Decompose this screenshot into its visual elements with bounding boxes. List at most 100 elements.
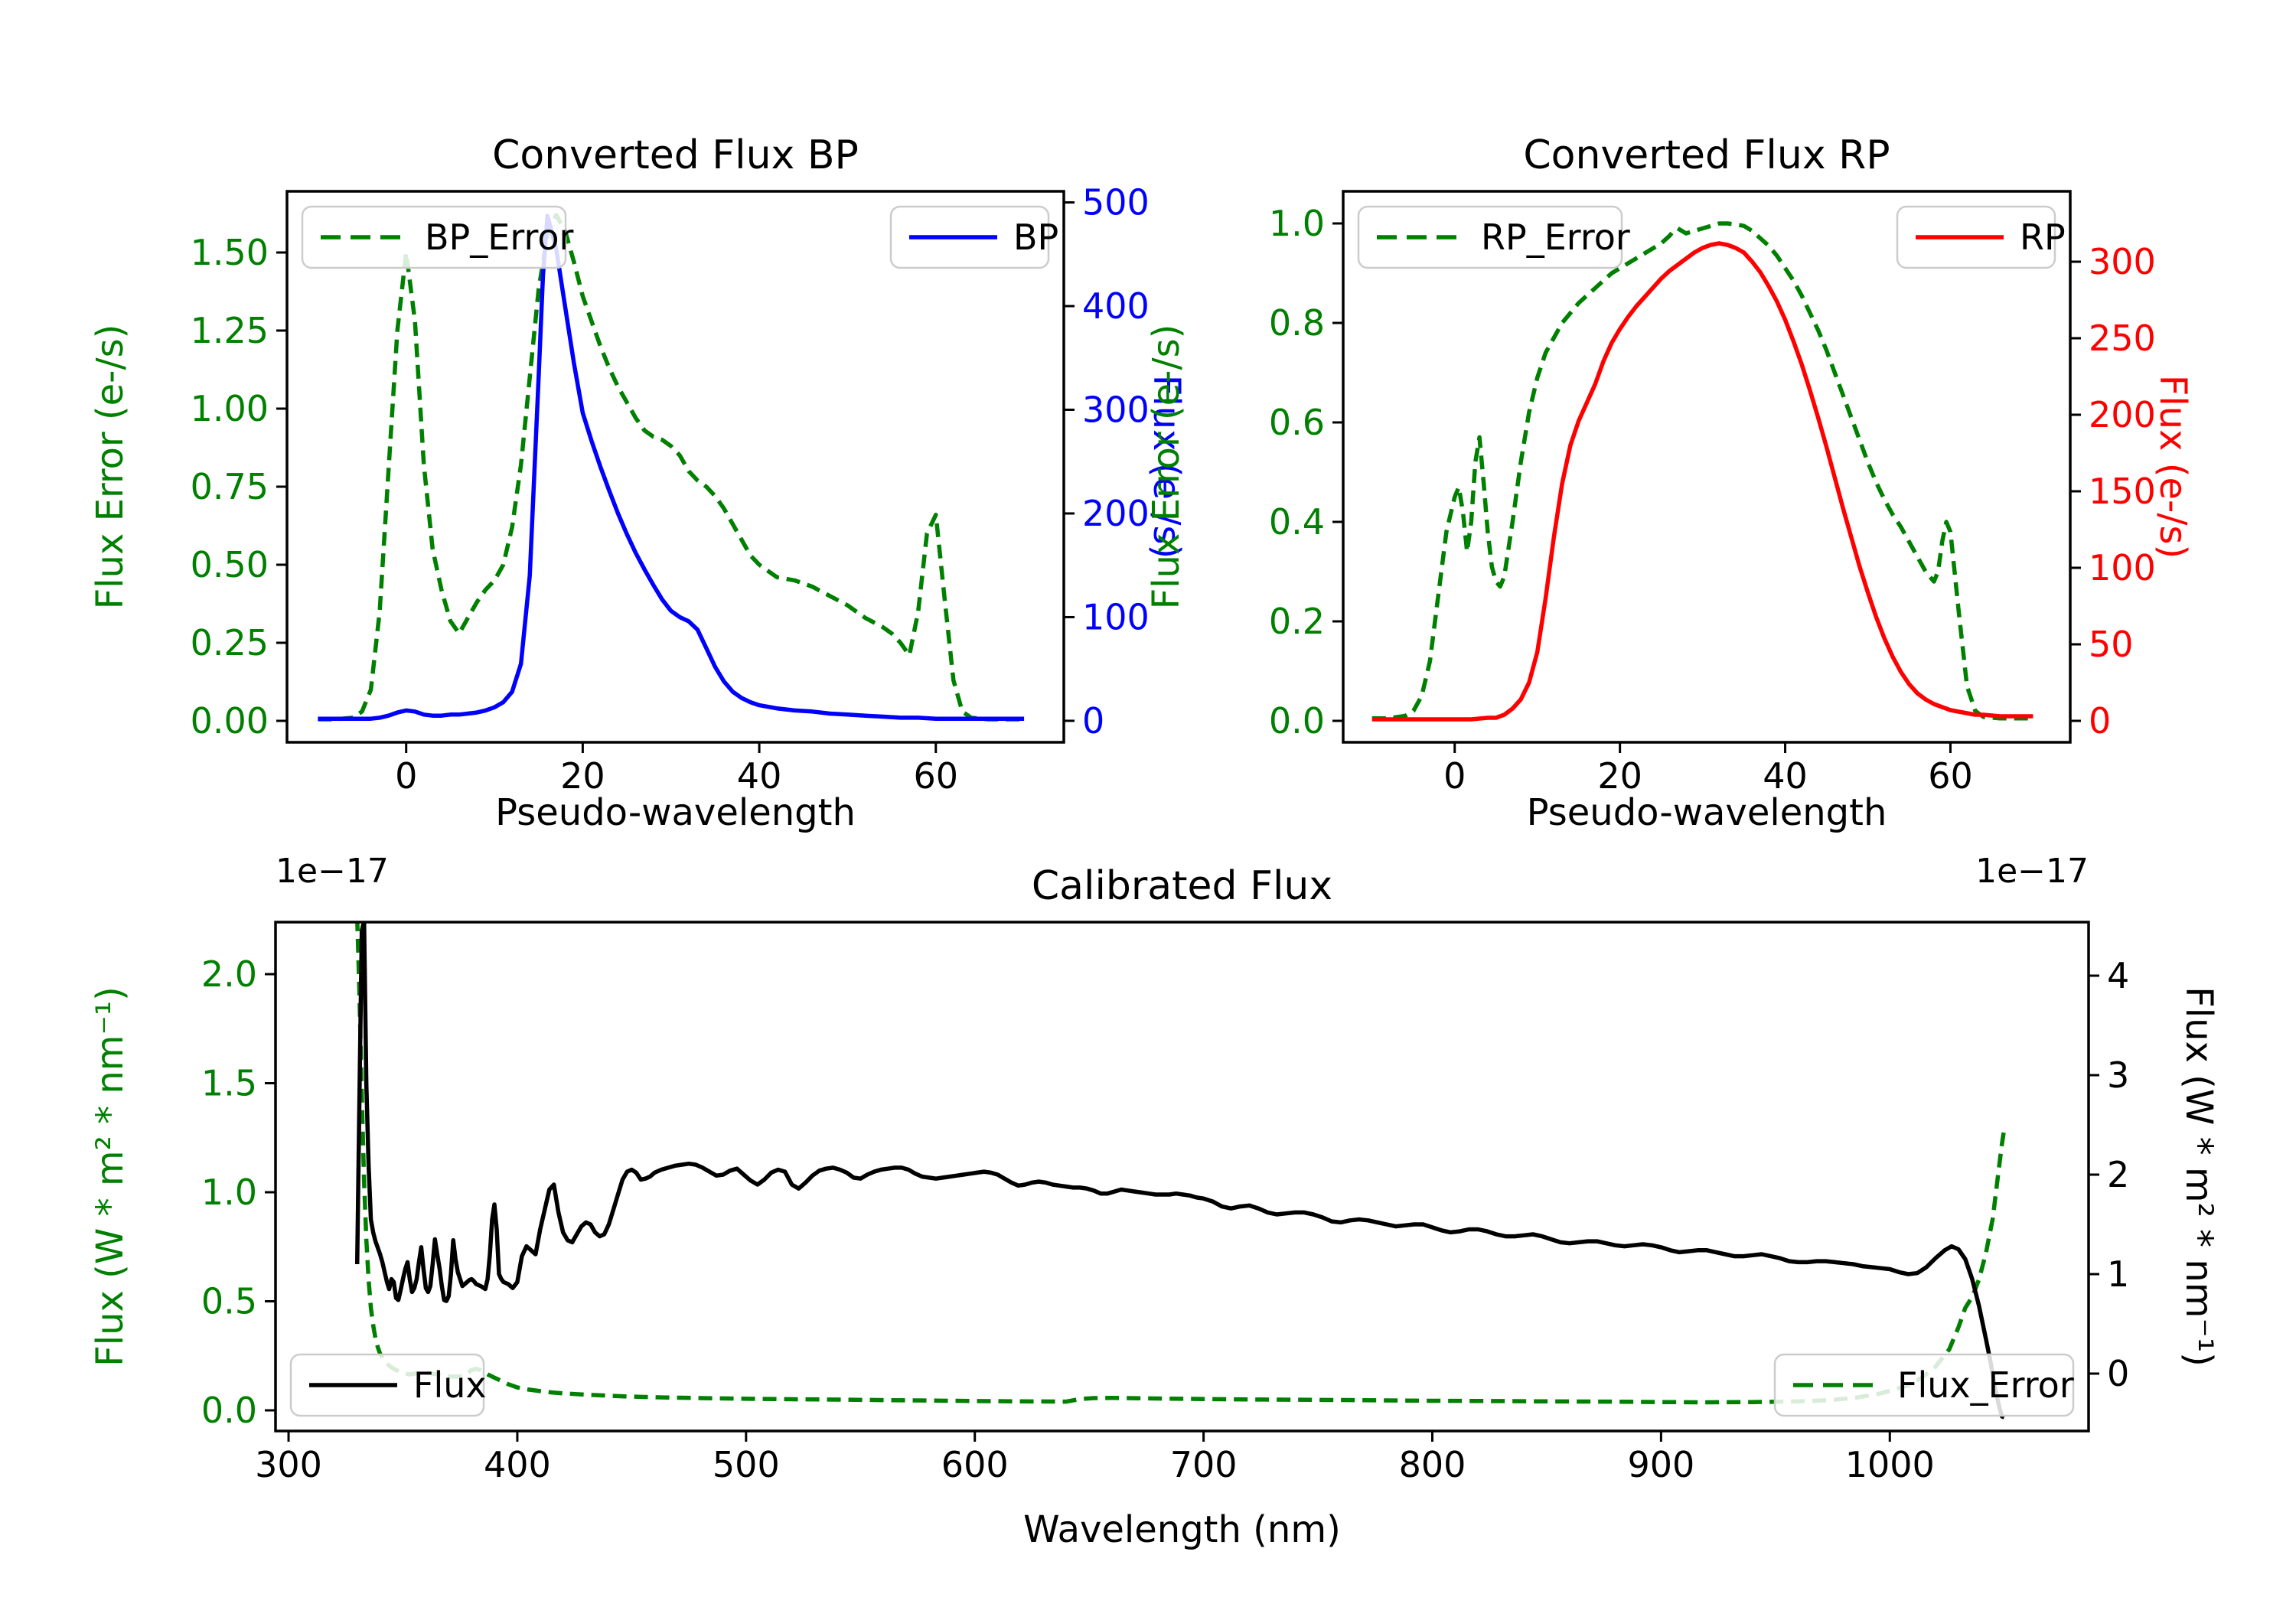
- cal-title: Calibrated Flux: [1032, 863, 1332, 909]
- rp-xlabel: Pseudo-wavelength: [1527, 791, 1887, 834]
- x-tick-label: 1000: [1845, 1444, 1935, 1485]
- cal-left-offset-text: 1e−17: [276, 852, 389, 891]
- x-tick-label: 60: [1928, 755, 1973, 797]
- cal-right-offset-text: 1e−17: [1975, 852, 2089, 891]
- y-tick-label: 0.0: [1269, 700, 1325, 742]
- bp-error-line: [318, 213, 1025, 722]
- y-tick-label: 200: [2089, 394, 2156, 435]
- bp-xlabel: Pseudo-wavelength: [495, 791, 856, 834]
- y-tick-label: 4: [2107, 955, 2129, 996]
- y-tick-label: 3: [2107, 1054, 2129, 1096]
- bp-x-ticks: 0 20 40 60: [395, 742, 958, 797]
- y-tick-label: 100: [2089, 547, 2156, 588]
- cal-right-ticks: 0 1 2 3 4: [2089, 955, 2129, 1394]
- rp-ylabel-right: Flux (e-/s): [2151, 375, 2194, 559]
- bp-ylabel-right: Flux (e-/s): [1145, 375, 1188, 559]
- y-tick-label: 0.75: [191, 466, 269, 507]
- legend-box: [1357, 205, 1623, 269]
- cal-spines: [274, 921, 2090, 1433]
- y-tick-label: 0.6: [1269, 402, 1325, 443]
- x-tick-label: 800: [1399, 1444, 1466, 1485]
- rp-series: [1371, 221, 2033, 722]
- cal-x-ticks: 300 400 500 600 700 800 900 1000: [255, 1431, 1935, 1485]
- cal-xlabel: Wavelength (nm): [1023, 1508, 1341, 1551]
- y-tick-label: 1.50: [191, 232, 269, 273]
- bp-spines: [285, 190, 1065, 744]
- rp-right-ticks: 0 50 100 150 200 250 300: [2070, 241, 2156, 742]
- cal-left-ticks: 0.0 0.5 1.0 1.5 2.0: [201, 953, 276, 1431]
- bp-legend-bp: BP: [889, 205, 1058, 269]
- x-tick-label: 60: [913, 755, 958, 797]
- y-tick-label: 1.25: [191, 310, 269, 351]
- x-tick-label: 40: [737, 755, 782, 797]
- x-tick-label: 900: [1627, 1444, 1694, 1485]
- y-tick-label: 300: [2089, 241, 2156, 282]
- rp-title: Converted Flux RP: [1523, 132, 1890, 178]
- x-tick-label: 0: [1443, 755, 1466, 797]
- legend-label: Flux: [413, 1364, 487, 1406]
- y-tick-label: 0.2: [1269, 601, 1325, 642]
- y-tick-label: 0: [1082, 700, 1104, 742]
- rp-error-line: [1371, 221, 2033, 721]
- y-tick-label: 0.5: [201, 1281, 257, 1322]
- rp-line: [1371, 241, 2033, 722]
- legend-box: [301, 205, 567, 269]
- x-tick-label: 400: [484, 1444, 551, 1485]
- y-tick-label: 400: [1082, 285, 1150, 327]
- x-tick-label: 500: [713, 1444, 780, 1485]
- y-tick-label: 0: [2107, 1353, 2129, 1394]
- bp-series: [318, 213, 1025, 722]
- y-tick-label: 200: [1082, 493, 1150, 534]
- y-tick-label: 150: [2089, 471, 2156, 512]
- y-tick-label: 50: [2089, 624, 2134, 665]
- bp-title: Converted Flux BP: [492, 132, 859, 178]
- legend-label: BP_Error: [425, 217, 574, 258]
- rp-x-ticks: 0 20 40 60: [1443, 742, 1973, 797]
- y-tick-label: 2.0: [201, 953, 257, 995]
- y-tick-label: 1.00: [191, 388, 269, 429]
- y-tick-label: 100: [1082, 596, 1150, 637]
- y-tick-label: 1: [2107, 1253, 2129, 1295]
- rp-spines: [1342, 190, 2072, 744]
- cal-legend-flux: Flux: [289, 1353, 487, 1417]
- y-tick-label: 1.0: [1269, 203, 1325, 244]
- legend-label: RP_Error: [1481, 217, 1630, 258]
- bp-legend-bp-error: BP_Error: [301, 205, 574, 269]
- bp-line: [318, 214, 1025, 721]
- rp-chart: 0 20 40 60 0.0 0.2 0.4 0.6 0.8 1.0 0 50 100 150 200 250…: [1145, 132, 2194, 834]
- y-tick-label: 0: [2089, 700, 2111, 742]
- bp-chart: 0 20 40 60 0.00 0.25 0.50 0.75 1.00 1.25 1.50 0 100 2…: [89, 132, 1188, 834]
- x-tick-label: 700: [1170, 1444, 1238, 1485]
- legend-label: RP: [2020, 217, 2066, 258]
- x-tick-label: 20: [1597, 755, 1642, 797]
- y-tick-label: 500: [1082, 181, 1150, 223]
- y-tick-label: 0.00: [191, 700, 269, 742]
- y-tick-label: 0.50: [191, 544, 269, 585]
- cal-chart: 300 400 500 600 700 800 900 1000 0.0 0.5 1.0 1.5 2.0…: [89, 852, 2220, 1551]
- rp-legend-rp: RP: [1896, 205, 2066, 269]
- y-tick-label: 0.25: [191, 622, 269, 663]
- y-tick-label: 0.4: [1269, 501, 1325, 543]
- bp-right-ticks: 0 100 200 300 400 500: [1064, 181, 1150, 742]
- flux-line: [354, 922, 2005, 1420]
- y-tick-label: 300: [1082, 389, 1150, 430]
- y-tick-label: 0.0: [201, 1390, 257, 1431]
- bp-left-ticks: 0.00 0.25 0.50 0.75 1.00 1.25 1.50: [191, 232, 287, 742]
- bp-ylabel-left: Flux Error (e-/s): [89, 324, 132, 610]
- legend-box: [1773, 1353, 2075, 1417]
- y-tick-label: 1.5: [201, 1063, 257, 1104]
- x-tick-label: 40: [1763, 755, 1808, 797]
- rp-legend-rp-error: RP_Error: [1357, 205, 1630, 269]
- legend-label: BP: [1013, 217, 1058, 258]
- x-tick-label: 20: [560, 755, 605, 797]
- y-tick-label: 0.8: [1269, 302, 1325, 344]
- x-tick-label: 600: [941, 1444, 1009, 1485]
- cal-ylabel-left: Flux (W * m² * nm⁻¹): [89, 986, 132, 1367]
- legend-label: Flux_Error: [1897, 1364, 2074, 1406]
- y-tick-label: 250: [2089, 318, 2156, 359]
- x-tick-label: 0: [395, 755, 417, 797]
- cal-ylabel-right: Flux (W * m² * nm⁻¹): [2177, 986, 2220, 1367]
- y-tick-label: 1.0: [201, 1172, 257, 1213]
